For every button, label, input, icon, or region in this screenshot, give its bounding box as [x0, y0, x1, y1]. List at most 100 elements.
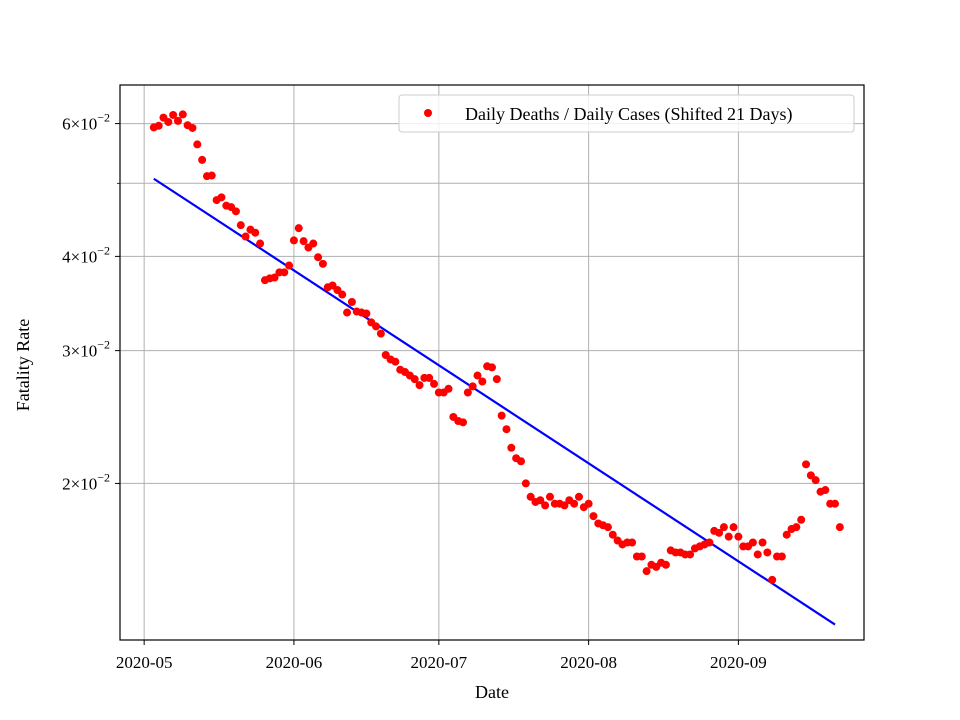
x-tick-label: 2020-06 [266, 653, 323, 672]
y-tick-label: 6×10−2 [62, 111, 110, 134]
data-point [806, 471, 815, 480]
data-point [507, 443, 516, 452]
y-axis-ticks: 2×10−2 3×10−2 4×10−2 6×10−2 [62, 111, 120, 493]
data-point [777, 552, 786, 561]
trend-line [153, 177, 836, 626]
data-point [154, 121, 163, 130]
data-point [753, 550, 762, 559]
data-point [715, 528, 724, 537]
data-point [661, 560, 670, 569]
legend: Daily Deaths / Daily Cases (Shifted 21 D… [398, 94, 855, 133]
trend-line-series [153, 177, 836, 626]
data-point [492, 375, 501, 384]
data-point [425, 373, 434, 382]
data-point [468, 382, 477, 391]
data-point [545, 492, 554, 501]
data-point [473, 371, 482, 380]
data-point [603, 523, 612, 532]
grid-lines [120, 85, 864, 640]
data-point [724, 532, 733, 541]
data-point [541, 501, 550, 510]
data-point [835, 523, 844, 532]
data-point [502, 425, 511, 434]
data-point [338, 290, 347, 299]
data-point [802, 460, 811, 469]
data-point [217, 193, 226, 202]
data-point [521, 479, 530, 488]
data-point [686, 550, 695, 559]
data-point [705, 538, 714, 547]
data-point [574, 492, 583, 501]
data-point [231, 207, 240, 216]
data-point [792, 523, 801, 532]
data-point [372, 322, 381, 331]
data-point [256, 239, 265, 248]
data-point [589, 512, 598, 521]
data-point [309, 239, 318, 248]
data-point [347, 298, 356, 307]
data-point [410, 375, 419, 384]
data-point [188, 123, 197, 132]
data-point [193, 140, 202, 149]
data-point [430, 379, 439, 388]
plot-area-frame [119, 84, 865, 641]
data-point [362, 309, 371, 318]
data-point [526, 492, 535, 501]
y-tick-label: 3×10−2 [62, 338, 110, 361]
legend-label: Daily Deaths / Daily Cases (Shifted 21 D… [465, 104, 792, 125]
data-point [763, 548, 772, 557]
data-point [560, 501, 569, 510]
data-point [642, 567, 651, 576]
data-point [314, 253, 323, 262]
x-axis-label: Date [475, 682, 509, 702]
data-point [488, 363, 496, 372]
x-tick-label: 2020-07 [411, 653, 468, 672]
data-point [376, 329, 385, 338]
y-axis-label: Fatality Rate [13, 319, 33, 411]
data-point [608, 530, 617, 539]
data-point [198, 155, 207, 164]
data-point [831, 499, 840, 508]
y-tick-label: 2×10−2 [62, 470, 110, 493]
data-point [178, 110, 187, 119]
legend-box [398, 94, 855, 133]
data-point [270, 273, 279, 282]
x-tick-label: 2020-05 [116, 653, 173, 672]
data-point [797, 515, 806, 524]
data-point [169, 110, 178, 119]
data-point [734, 532, 743, 541]
data-point [748, 538, 757, 547]
data-point [294, 224, 303, 233]
data-point [463, 388, 472, 397]
data-point [173, 116, 182, 125]
data-point [444, 384, 453, 393]
data-point [811, 476, 820, 485]
x-axis-ticks: 2020-05 2020-06 2020-07 2020-08 2020-09 [116, 640, 767, 672]
data-point [628, 538, 637, 547]
data-point [289, 236, 298, 245]
data-point [536, 496, 545, 505]
data-point [415, 381, 424, 390]
scatter-series [149, 110, 844, 584]
data-point [584, 499, 593, 508]
x-tick-label: 2020-08 [560, 653, 617, 672]
data-point [241, 232, 250, 241]
data-point [391, 357, 400, 366]
data-point [251, 228, 260, 237]
data-point [758, 538, 767, 547]
data-point [318, 259, 327, 268]
data-point [497, 411, 506, 420]
data-point [768, 575, 777, 584]
data-point [285, 261, 294, 270]
y-tick-label: 4×10−2 [62, 243, 110, 266]
x-tick-label: 2020-09 [710, 653, 767, 672]
data-point [782, 530, 791, 539]
data-point [729, 523, 738, 532]
data-point [164, 117, 173, 126]
data-point [343, 308, 352, 317]
data-point [719, 523, 728, 532]
legend-marker [424, 109, 432, 117]
data-point [478, 377, 487, 386]
data-point [637, 552, 646, 561]
